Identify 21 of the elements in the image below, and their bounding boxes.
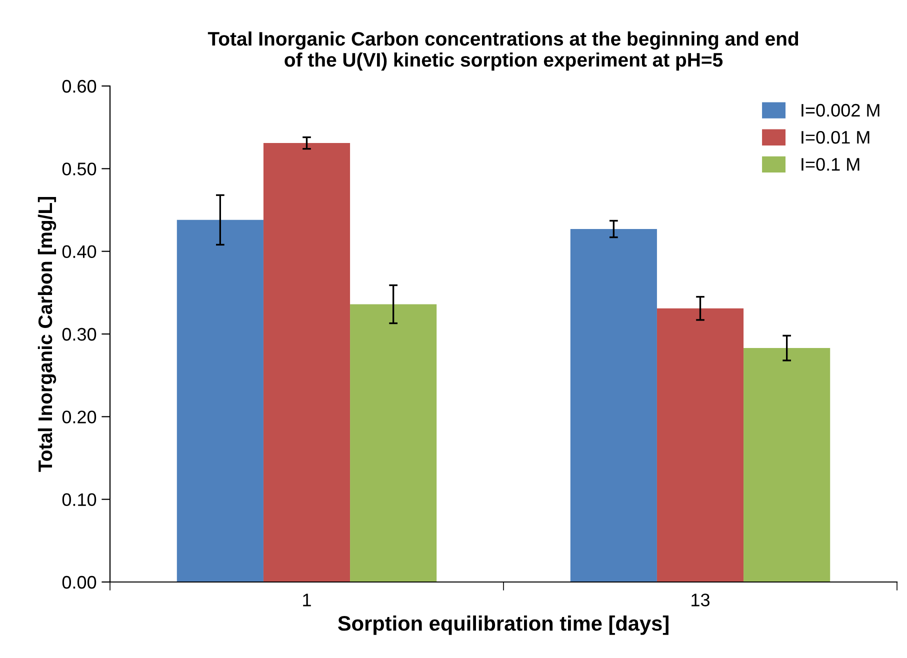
y-tick-label: 0.40 <box>62 245 96 258</box>
bar <box>350 304 437 582</box>
y-tick-label: 0.20 <box>62 410 96 424</box>
bar <box>656 308 744 582</box>
bar <box>176 220 264 582</box>
x-tick-label: 13 <box>692 594 710 606</box>
y-tick-label: 0.60 <box>62 80 96 93</box>
legend-label: I=0.1 M <box>802 158 860 171</box>
x-axis-title: Sorption equilibration time [days] <box>338 616 668 635</box>
bar <box>744 348 830 582</box>
bar <box>570 229 657 582</box>
x-tick-label: 1 <box>303 594 311 606</box>
y-tick-label: 0.10 <box>62 493 96 506</box>
y-tick-label: 0.30 <box>62 328 96 341</box>
chart-title: Total Inorganic Carbon concentrations at the beginning and end of the U(VI) kinetic sorption experiment at pH=5 <box>208 31 798 71</box>
bar <box>263 143 350 582</box>
legend-label: I=0.01 M <box>802 130 870 144</box>
legend-label: I=0.002 M <box>802 104 880 117</box>
y-tick-label: 0.50 <box>62 162 96 176</box>
y-tick-label: 0.00 <box>62 576 96 589</box>
y-axis-title: Total Inorganic Carbon [mg/L] <box>38 196 56 472</box>
